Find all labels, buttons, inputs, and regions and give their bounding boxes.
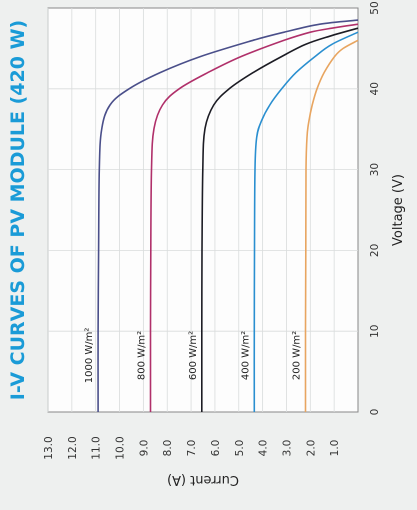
iv-curve	[149, 23, 359, 413]
current-tick-label: 8.0	[162, 440, 174, 457]
current-tick-label: 5.0	[234, 440, 246, 457]
iv-curve	[200, 27, 359, 412]
voltage-tick-label: 0	[369, 409, 381, 416]
current-tick-label: 12.0	[67, 436, 79, 459]
series-label: 200 W/m²	[292, 331, 303, 380]
voltage-tick-label: 40	[369, 82, 381, 95]
iv-curve	[97, 19, 359, 413]
y-axis-label: Current (A)	[167, 472, 239, 487]
series-label: 800 W/m²	[137, 331, 148, 380]
current-tick-label: 2.0	[305, 440, 317, 457]
series-label: 600 W/m²	[188, 331, 199, 380]
series-curves	[97, 19, 359, 413]
current-tick-label: 3.0	[281, 440, 293, 457]
current-tick-label: 9.0	[138, 440, 150, 457]
voltage-tick-label: 10	[369, 325, 381, 338]
voltage-tick-label: 30	[369, 163, 381, 176]
current-tick-label: 4.0	[258, 440, 270, 457]
current-tick-label: 6.0	[210, 440, 222, 457]
voltage-axis-ticks: 0 10 20 30 40 50	[369, 1, 381, 415]
series-label: 400 W/m²	[240, 331, 251, 380]
current-tick-label: 11.0	[91, 436, 103, 459]
voltage-tick-label: 20	[369, 244, 381, 257]
chart-title: I-V CURVES OF PV MODULE (420 W)	[7, 20, 29, 400]
iv-curve	[253, 31, 359, 413]
current-tick-label: 7.0	[186, 440, 198, 457]
series-labels: 1000 W/m² 800 W/m² 600 W/m² 400 W/m² 200 W/m…	[84, 328, 302, 384]
current-axis-ticks: 1.0 2.0 3.0 4.0 5.0 6.0 7.0 8.0 9.0 10.0 11.0 12.0 1…	[43, 436, 341, 459]
x-axis-label: Voltage (V)	[391, 174, 406, 246]
current-tick-label: 10.0	[115, 436, 127, 459]
current-tick-label: 1.0	[329, 440, 341, 457]
current-tick-label: 13.0	[43, 436, 55, 459]
iv-curve	[304, 39, 359, 412]
voltage-tick-label: 50	[369, 1, 381, 14]
series-label: 1000 W/m²	[84, 328, 95, 384]
